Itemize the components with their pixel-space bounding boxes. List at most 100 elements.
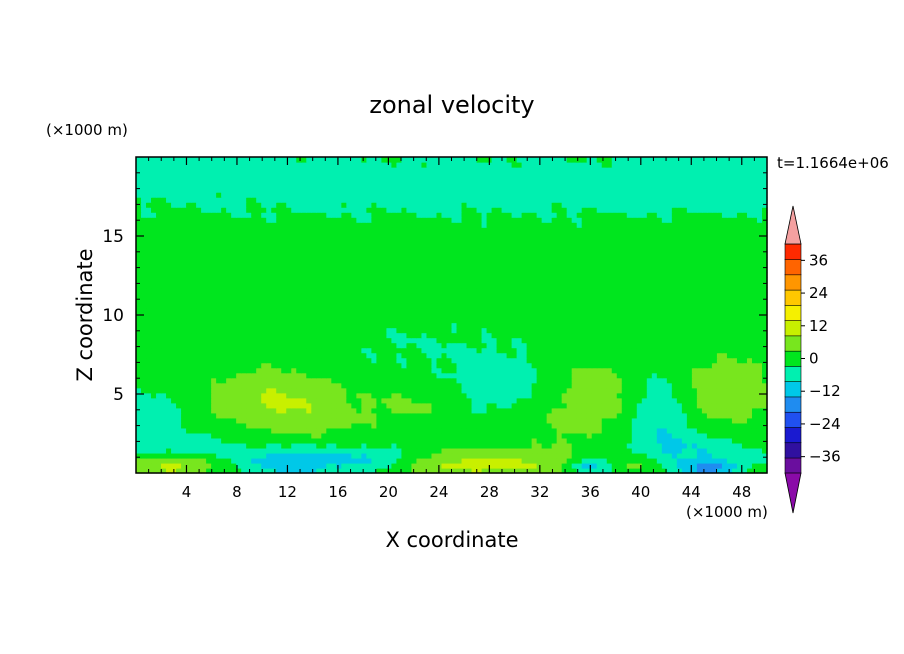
field-cell xyxy=(436,402,443,409)
field-cell xyxy=(546,392,553,399)
field-cell xyxy=(466,332,473,339)
field-cell xyxy=(396,377,403,384)
field-cell xyxy=(486,287,493,294)
field-cell xyxy=(356,382,362,389)
field-cell xyxy=(476,372,483,379)
field-cell xyxy=(361,347,367,354)
field-cell xyxy=(406,372,413,379)
field-cell xyxy=(666,302,673,309)
field-cell xyxy=(676,382,683,389)
field-cell xyxy=(171,372,177,379)
field-cell xyxy=(566,342,573,349)
field-cell xyxy=(521,437,528,444)
field-cell xyxy=(326,352,332,359)
field-cell xyxy=(546,412,553,419)
field-cell xyxy=(701,287,708,294)
field-cell xyxy=(291,317,297,324)
field-cell xyxy=(656,437,663,444)
field-cell xyxy=(366,467,372,474)
field-cell xyxy=(461,412,468,419)
field-cell xyxy=(236,347,242,354)
field-cell xyxy=(376,367,382,374)
field-cell xyxy=(721,362,728,369)
field-cell xyxy=(321,372,327,379)
field-cell xyxy=(221,462,227,469)
field-cell xyxy=(366,327,372,334)
field-cell xyxy=(656,317,663,324)
field-cell xyxy=(466,437,473,444)
field-cell xyxy=(326,337,332,344)
field-cell xyxy=(341,387,347,394)
field-cell xyxy=(441,282,448,289)
field-cell xyxy=(531,442,538,449)
field-cell xyxy=(296,277,302,283)
field-cell xyxy=(731,397,738,404)
field-cell xyxy=(521,387,528,394)
field-cell xyxy=(251,317,257,324)
field-cell xyxy=(336,372,342,379)
field-cell xyxy=(466,292,473,299)
field-cell xyxy=(686,322,693,329)
field-cell xyxy=(261,392,267,399)
field-cell xyxy=(216,312,222,319)
field-cell xyxy=(356,347,362,354)
field-cell xyxy=(641,452,648,459)
field-cell xyxy=(761,282,768,289)
field-cell xyxy=(536,437,543,444)
field-cell xyxy=(251,442,257,449)
field-cell xyxy=(566,357,573,364)
field-cell xyxy=(691,442,698,449)
field-cell xyxy=(526,422,533,429)
field-cell xyxy=(141,412,147,419)
field-cell xyxy=(621,442,628,449)
field-cell xyxy=(616,322,623,329)
field-cell xyxy=(666,452,673,459)
field-cell xyxy=(476,317,483,324)
field-cell xyxy=(681,452,688,459)
field-cell xyxy=(421,317,428,324)
field-cell xyxy=(276,452,282,459)
field-cell xyxy=(181,292,187,299)
field-cell xyxy=(556,287,563,294)
field-cell xyxy=(496,377,503,384)
field-cell xyxy=(751,317,758,324)
field-cell xyxy=(401,282,408,289)
chart-title: zonal velocity xyxy=(369,91,534,119)
field-cell xyxy=(311,442,317,449)
field-cell xyxy=(616,402,623,409)
field-cell xyxy=(331,387,337,394)
field-cell xyxy=(431,287,438,294)
field-cell xyxy=(211,467,217,474)
field-cell xyxy=(526,467,533,474)
field-cell xyxy=(586,342,593,349)
field-cell xyxy=(316,442,322,449)
field-cell xyxy=(706,417,713,424)
field-cell xyxy=(546,452,553,459)
field-cell xyxy=(736,372,743,379)
field-cell xyxy=(681,422,688,429)
field-cell xyxy=(446,287,453,294)
field-cell xyxy=(756,442,763,449)
field-cell xyxy=(151,377,157,384)
field-cell xyxy=(536,307,543,314)
field-cell xyxy=(541,437,548,444)
field-cell xyxy=(426,352,433,359)
field-cell xyxy=(331,407,337,414)
field-cell xyxy=(736,427,743,434)
field-cell xyxy=(246,382,252,389)
field-cell xyxy=(231,392,237,399)
field-cell xyxy=(491,467,498,474)
field-cell xyxy=(436,412,443,419)
field-cell xyxy=(606,437,613,444)
field-cell xyxy=(461,402,468,409)
field-cell xyxy=(391,282,398,289)
field-cell xyxy=(236,342,242,349)
field-cell xyxy=(266,357,272,364)
field-cell xyxy=(346,462,352,469)
field-cell xyxy=(441,272,448,278)
field-cell xyxy=(426,452,433,459)
field-cell xyxy=(311,277,317,283)
field-cell xyxy=(251,422,257,429)
field-cell xyxy=(691,412,698,419)
field-cell xyxy=(716,337,723,344)
